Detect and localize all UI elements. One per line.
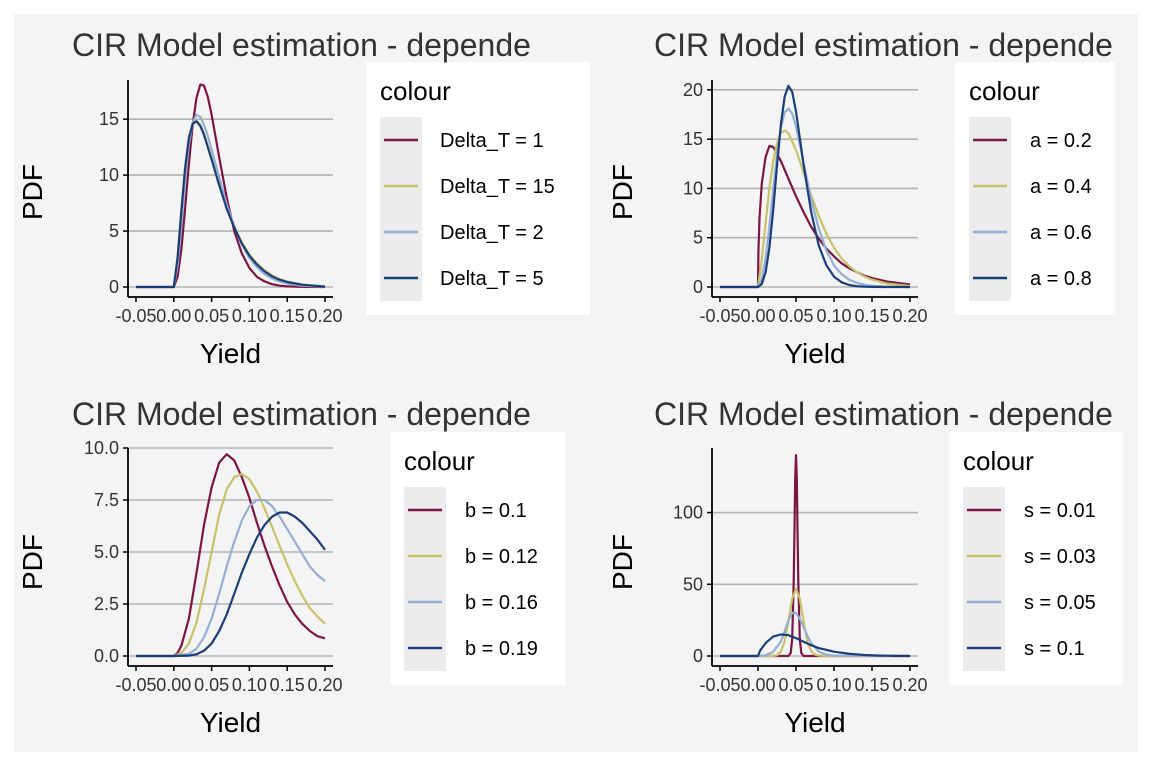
x-tick-label: 0.15 xyxy=(270,675,305,695)
legend-label: Delta_T = 2 xyxy=(440,222,544,244)
chart-title: CIR Model estimation - depende xyxy=(654,27,1113,63)
y-axis-title: PDF xyxy=(17,534,48,590)
legend-label: b = 0.19 xyxy=(465,638,538,660)
series-line xyxy=(720,611,911,658)
x-axis-title: Yield xyxy=(784,707,845,738)
x-tick-label: -0.05 xyxy=(115,306,156,326)
legend-label: a = 0.2 xyxy=(1030,130,1092,152)
y-tick-label: 50 xyxy=(683,574,703,594)
y-tick-label: 0 xyxy=(693,277,703,297)
x-tick-label: 0.20 xyxy=(892,306,927,326)
chart-title: CIR Model estimation - depende xyxy=(72,396,531,432)
legend-title: colour xyxy=(404,446,475,476)
x-tick-label: 0.05 xyxy=(194,306,229,326)
y-tick-label: 10 xyxy=(99,165,119,185)
series-line xyxy=(720,633,911,658)
legend: colour Delta_T = 1 Delta_T = 15 Delta_T = 2… xyxy=(366,62,590,315)
x-tick-label: 0.15 xyxy=(854,675,889,695)
y-axis-title: PDF xyxy=(17,164,48,220)
chart-title: CIR Model estimation - depende xyxy=(72,27,531,63)
y-tick-label: 0 xyxy=(693,646,703,666)
x-tick-label: -0.05 xyxy=(699,306,740,326)
series-line xyxy=(136,511,326,658)
y-tick-label: 15 xyxy=(99,109,119,129)
y-tick-label: 7.5 xyxy=(94,490,119,510)
chart-title: CIR Model estimation - depende xyxy=(654,396,1113,432)
y-tick-label: 20 xyxy=(683,80,703,100)
x-tick-label: 0.05 xyxy=(778,306,813,326)
legend-label: a = 0.6 xyxy=(1030,222,1092,244)
y-tick-label: 2.5 xyxy=(94,594,119,614)
legend-label: b = 0.16 xyxy=(465,592,538,614)
series-line xyxy=(136,472,326,658)
legend-label: Delta_T = 15 xyxy=(440,176,555,198)
series-line xyxy=(136,83,326,289)
legend-label: s = 0.1 xyxy=(1024,638,1085,660)
x-tick-label: 0.10 xyxy=(816,675,851,695)
series-line xyxy=(720,587,910,658)
legend-label: s = 0.05 xyxy=(1024,592,1096,614)
legend-label: a = 0.8 xyxy=(1030,268,1092,290)
legend-title: colour xyxy=(380,76,451,106)
y-tick-label: 100 xyxy=(673,503,703,523)
y-axis-title: PDF xyxy=(607,164,638,220)
chart-panel-2: 0 5 10 15 20 -0.05 0.00 0.05 0.10 0.15 0.20 Yield PD… xyxy=(607,80,928,369)
x-axis-title: Yield xyxy=(784,338,845,369)
legend: colour a = 0.2 a = 0.4 a = 0.6 a = 0.8 xyxy=(955,62,1115,315)
x-tick-label: -0.05 xyxy=(115,675,156,695)
y-tick-label: 10.0 xyxy=(84,438,119,458)
legend-label: s = 0.03 xyxy=(1024,546,1096,568)
series-line xyxy=(720,84,910,289)
x-tick-label: 0.15 xyxy=(270,306,305,326)
y-tick-label: 5.0 xyxy=(94,542,119,562)
x-tick-label: 0.15 xyxy=(854,306,889,326)
y-tick-label: 0.0 xyxy=(94,646,119,666)
series-line xyxy=(136,453,326,658)
series-line xyxy=(720,454,910,658)
chart-panel-3: 0.0 2.5 5.0 7.5 10.0 -0.05 0.00 0.05 0.10 0.15 0.2… xyxy=(17,438,343,738)
chart-panel-4: 0 50 100 -0.05 0.00 0.05 0.10 0.15 0.20 Yield PDF xyxy=(607,448,928,738)
x-tick-label: 0.00 xyxy=(740,675,775,695)
legend-label: a = 0.4 xyxy=(1030,176,1092,198)
x-tick-label: 0.05 xyxy=(194,675,229,695)
legend: colour s = 0.01 s = 0.03 s = 0.05 s = 0.1 xyxy=(949,432,1123,685)
y-tick-label: 5 xyxy=(109,221,119,241)
x-tick-label: 0.10 xyxy=(232,675,267,695)
x-tick-label: 0.00 xyxy=(740,306,775,326)
x-axis-title: Yield xyxy=(200,338,261,369)
x-tick-label: 0.20 xyxy=(307,306,342,326)
y-tick-label: 0 xyxy=(109,277,119,297)
series-line xyxy=(136,498,326,658)
y-tick-label: 5 xyxy=(693,228,703,248)
x-axis-title: Yield xyxy=(200,707,261,738)
x-tick-label: 0.10 xyxy=(816,306,851,326)
x-tick-label: 0.00 xyxy=(156,306,191,326)
x-tick-label: 0.10 xyxy=(232,306,267,326)
legend-label: Delta_T = 1 xyxy=(440,130,544,152)
series-line xyxy=(720,129,911,289)
legend-title: colour xyxy=(969,76,1040,106)
x-tick-label: 0.20 xyxy=(892,675,927,695)
series-line xyxy=(136,120,326,289)
legend-label: Delta_T = 5 xyxy=(440,268,544,290)
legend-label: b = 0.12 xyxy=(465,546,538,568)
x-tick-label: -0.05 xyxy=(699,675,740,695)
x-tick-label: 0.00 xyxy=(156,675,191,695)
y-tick-label: 10 xyxy=(683,178,703,198)
legend-title: colour xyxy=(963,446,1034,476)
legend-label: b = 0.1 xyxy=(465,500,527,522)
legend: colour b = 0.1 b = 0.12 b = 0.16 b = 0.19 xyxy=(390,432,565,685)
legend-label: s = 0.01 xyxy=(1024,500,1096,522)
x-tick-label: 0.20 xyxy=(307,675,342,695)
y-tick-label: 15 xyxy=(683,129,703,149)
y-axis-title: PDF xyxy=(607,534,638,590)
x-tick-label: 0.05 xyxy=(778,675,813,695)
chart-panel-1: 0 5 10 15 -0.05 0.00 0.05 0.10 0.15 0.20 Yield PDF xyxy=(17,80,343,369)
